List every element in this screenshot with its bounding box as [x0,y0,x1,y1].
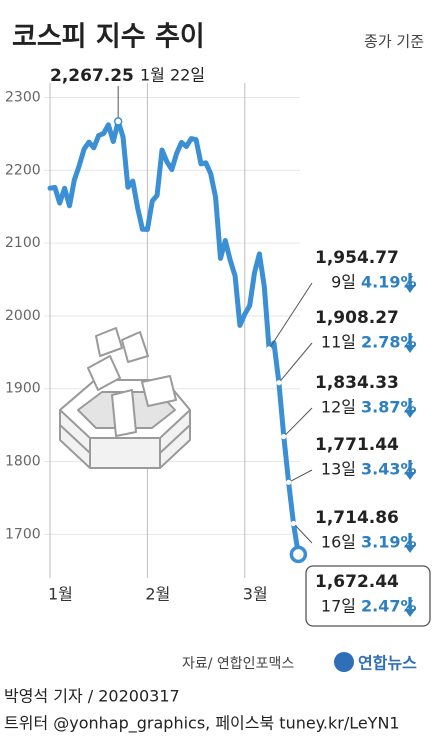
source: 자료/ 연합인포맥스 [182,656,294,672]
y-tick-label: 2100 [5,235,41,251]
point [266,346,272,352]
credit: 박영석 기자 / 20200317 [4,687,180,706]
change-label: 2.47% [361,597,417,616]
point [276,380,282,386]
down-arrow [404,333,416,353]
chart-subtitle: 종가 기준 [364,33,424,51]
down-arrow [404,533,416,553]
sns: 트위터 @yonhap_graphics, 페이스북 tuney.kr/LeYN… [4,714,400,734]
y-tick-label: 2200 [5,162,41,178]
date-label: 13일 [321,460,356,479]
leader-line [278,342,313,384]
value-label: 1,714.86 [315,508,399,528]
leader-line [268,282,313,350]
down-arrow [404,273,416,293]
leader-line [293,523,313,544]
date-label: 17일 [321,597,356,616]
y-tick-label: 1900 [5,381,41,397]
ballot-illustration [59,327,191,469]
date-label: 12일 [321,398,356,417]
point [290,520,297,527]
date-label: 1월 22일 [140,66,205,85]
leader-line [283,407,313,437]
date-label: 11일 [321,333,356,352]
value-label: 1,771.44 [315,435,399,455]
change-label: 3.43% [361,460,417,479]
date-label: 9일 [331,273,356,292]
value-label: 1,954.77 [315,248,399,268]
leader-line [288,469,313,483]
logo-mark [334,652,354,672]
change-label: 2.78% [361,333,417,352]
change-label: 4.19% [361,273,417,292]
point [281,433,287,440]
x-tick-label: 3월 [243,585,268,604]
y-tick-label: 1700 [5,526,41,542]
last-label-box [305,565,431,627]
date-label: 16일 [321,533,356,552]
series-line [47,118,301,557]
value-label: 2,267.25 [50,66,134,86]
y-tick-label: 1800 [5,454,41,470]
value-label: 1,834.33 [315,373,399,393]
logo: 연합뉴스 [358,654,417,673]
y-tick-label: 2000 [5,308,41,324]
value-label: 1,672.44 [315,572,399,592]
down-arrow [404,398,416,418]
point [286,479,292,485]
down-arrow [404,460,416,480]
value-label: 1,908.27 [315,308,399,328]
change-label: 3.87% [361,398,417,417]
y-tick-label: 2300 [5,90,41,106]
down-arrow [404,597,416,617]
point [113,117,123,126]
change-label: 3.19% [361,533,417,552]
x-tick-label: 1월 [48,585,73,604]
point [289,545,308,564]
x-tick-label: 2월 [145,585,170,604]
chart-title: 코스피 지수 추이 [12,22,205,53]
